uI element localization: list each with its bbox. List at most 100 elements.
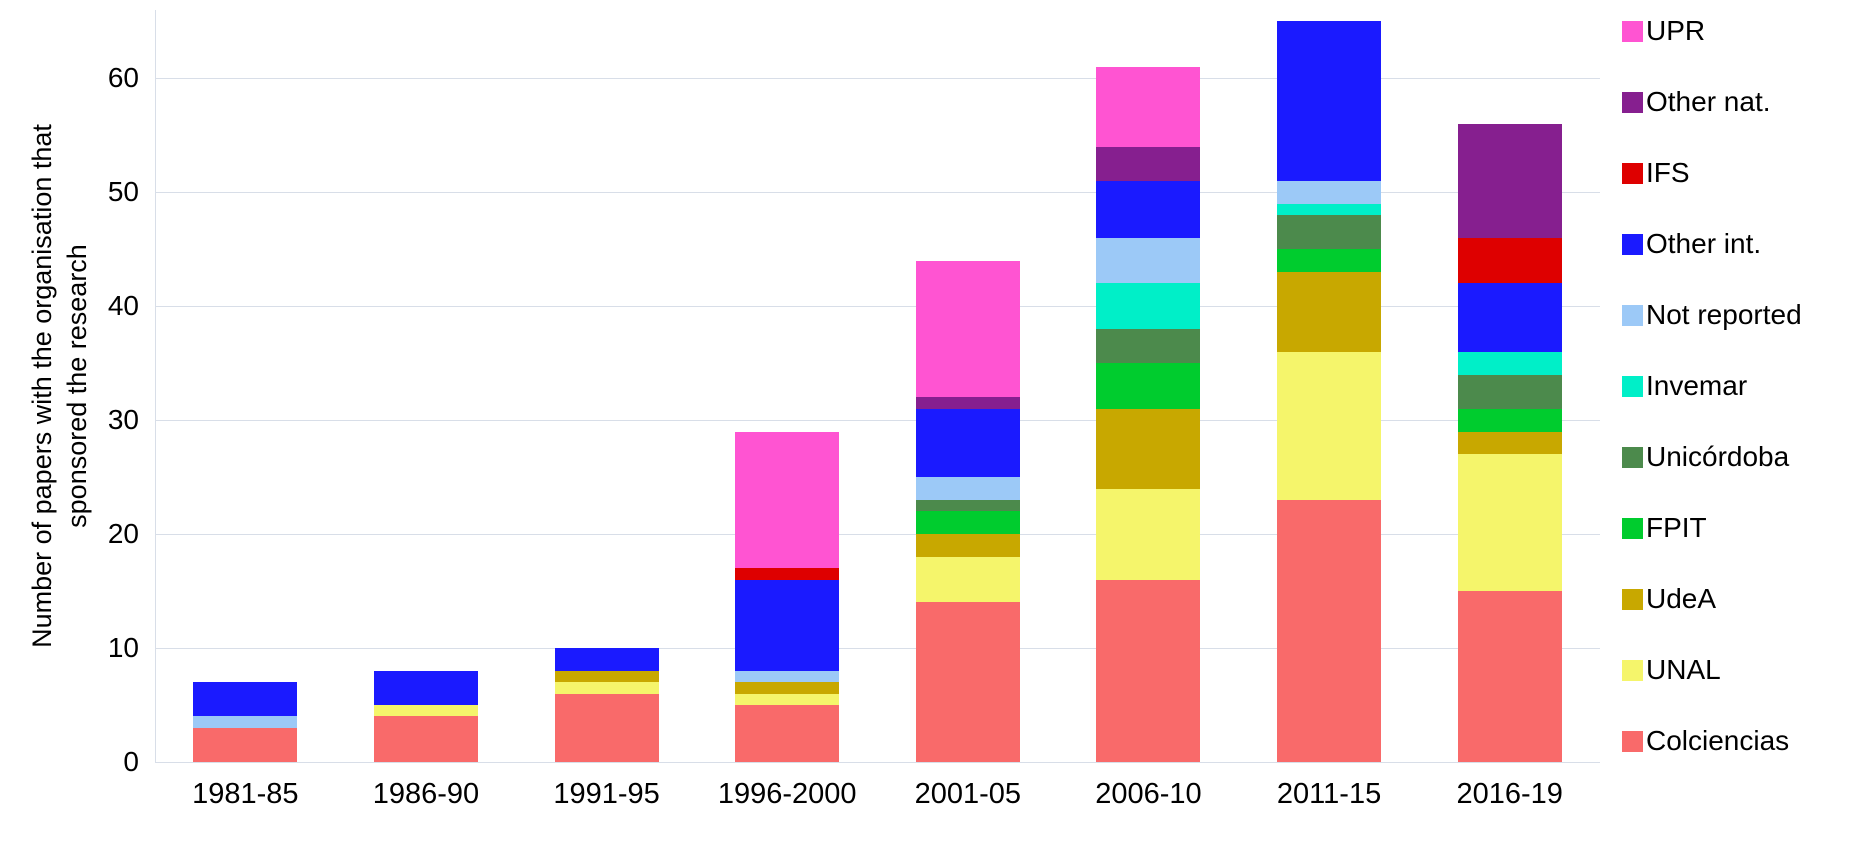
bar-segment-unal — [1277, 351, 1382, 500]
legend-swatch — [1622, 659, 1643, 681]
bar-segment-other-int- — [554, 648, 659, 671]
bar-segment-udea — [554, 670, 659, 683]
bar-segment-other-int- — [193, 682, 298, 717]
bar-segment-other-nat- — [1096, 146, 1201, 181]
bar-segment-upr — [735, 431, 840, 569]
y-tick-label: 60 — [107, 62, 139, 94]
bar-segment-colciencias — [735, 705, 840, 762]
legend-swatch — [1622, 233, 1643, 255]
bar-segment-other-int- — [1096, 180, 1201, 238]
bar-segment-colciencias — [1096, 579, 1201, 762]
gridline — [155, 533, 1600, 535]
bar-segment-fpit — [915, 511, 1020, 535]
legend-item-unic-rdoba: Unicórdoba — [1622, 441, 1802, 472]
bar-segment-other-int- — [1277, 21, 1382, 181]
bar-segment-fpit — [1457, 408, 1562, 432]
legend-item-other-nat-: Other nat. — [1622, 86, 1802, 117]
y-tick-label: 30 — [107, 404, 139, 436]
bar-segment-invemar — [1457, 351, 1562, 375]
legend-swatch — [1622, 91, 1643, 113]
legend-label: Unicórdoba — [1646, 441, 1790, 472]
legend-item-fpit: FPIT — [1622, 512, 1802, 543]
legend-label: UdeA — [1646, 583, 1717, 614]
legend-swatch — [1622, 162, 1643, 184]
legend-swatch — [1622, 588, 1643, 610]
legend-label: Other nat. — [1646, 86, 1771, 117]
legend-label: IFS — [1646, 157, 1690, 188]
gridline — [155, 419, 1600, 421]
legend-label: FPIT — [1646, 512, 1707, 543]
y-axis-line — [155, 10, 156, 762]
bar-segment-other-int- — [373, 670, 478, 706]
gridline — [155, 191, 1600, 193]
bar-segment-colciencias — [915, 602, 1020, 762]
legend-item-not-reported: Not reported — [1622, 299, 1802, 330]
bar-segment-udea — [915, 534, 1020, 557]
legend-swatch — [1622, 730, 1643, 752]
legend-label: Colciencias — [1646, 725, 1790, 756]
bar-segment-unal — [1457, 454, 1562, 592]
legend-swatch — [1622, 304, 1643, 326]
legend-item-other-int-: Other int. — [1622, 228, 1802, 259]
bar-segment-fpit — [1096, 363, 1201, 409]
legend-item-udea: UdeA — [1622, 583, 1802, 614]
legend-item-colciencias: Colciencias — [1622, 725, 1802, 756]
x-tick-label: 2006-10 — [1095, 778, 1202, 810]
bar-segment-invemar — [1096, 283, 1201, 330]
bar-segment-colciencias — [1457, 591, 1562, 762]
bar-segment-other-nat- — [1457, 123, 1562, 238]
bar-segment-not-reported — [1277, 180, 1382, 204]
bar-segment-other-int- — [915, 408, 1020, 478]
bar-segment-other-nat- — [915, 397, 1020, 409]
bar-segment-unal — [915, 556, 1020, 603]
bar-segment-udea — [1277, 272, 1382, 352]
legend-label: UPR — [1646, 15, 1706, 46]
x-tick-label: 1991-95 — [553, 778, 660, 810]
bar-segment-unal — [1096, 488, 1201, 580]
bar-segment-invemar — [1277, 203, 1382, 216]
bar-segment-other-int- — [735, 579, 840, 671]
legend-label: Other int. — [1646, 228, 1762, 259]
legend-item-unal: UNAL — [1622, 654, 1802, 685]
bar-segment-fpit — [1277, 249, 1382, 273]
x-tick-label: 2016-19 — [1456, 778, 1563, 810]
bar-segment-not-reported — [193, 716, 298, 728]
bar-segment-colciencias — [554, 693, 659, 762]
y-tick-label: 50 — [107, 176, 139, 208]
legend-label: Not reported — [1646, 299, 1802, 330]
legend-swatch — [1622, 446, 1643, 468]
legend-item-invemar: Invemar — [1622, 370, 1802, 401]
x-tick-label: 2011-15 — [1276, 778, 1382, 810]
bar-segment-unal — [554, 682, 659, 694]
bar-segment-upr — [1096, 66, 1201, 147]
x-tick-label: 1981-85 — [192, 778, 299, 810]
y-tick-label: 10 — [107, 632, 139, 664]
bar-segment-udea — [1096, 408, 1201, 489]
legend-item-ifs: IFS — [1622, 157, 1802, 188]
legend-swatch — [1622, 517, 1643, 539]
bar-segment-colciencias — [193, 727, 298, 762]
bar-segment-ifs — [735, 568, 840, 580]
bar-segment-unic-rdoba — [915, 499, 1020, 512]
x-tick-label: 1996-2000 — [717, 778, 857, 810]
legend-swatch — [1622, 375, 1643, 397]
bar-segment-udea — [1457, 431, 1562, 455]
y-tick-label: 40 — [107, 290, 139, 322]
legend-swatch — [1622, 20, 1643, 42]
bar-segment-udea — [735, 682, 840, 694]
bar-segment-unal — [373, 705, 478, 717]
bar-segment-unic-rdoba — [1096, 329, 1201, 364]
bar-segment-unic-rdoba — [1277, 215, 1382, 250]
bar-segment-ifs — [1457, 237, 1562, 284]
bar-segment-not-reported — [915, 477, 1020, 500]
bar-segment-other-int- — [1457, 283, 1562, 352]
x-tick-label: 1986-90 — [372, 778, 480, 810]
gridline — [155, 761, 1600, 763]
legend-label: UNAL — [1646, 654, 1721, 685]
gridline — [155, 305, 1600, 307]
bar-segment-colciencias — [373, 716, 478, 762]
gridline — [155, 647, 1600, 649]
bar-segment-upr — [915, 260, 1020, 398]
gridline — [155, 77, 1600, 79]
